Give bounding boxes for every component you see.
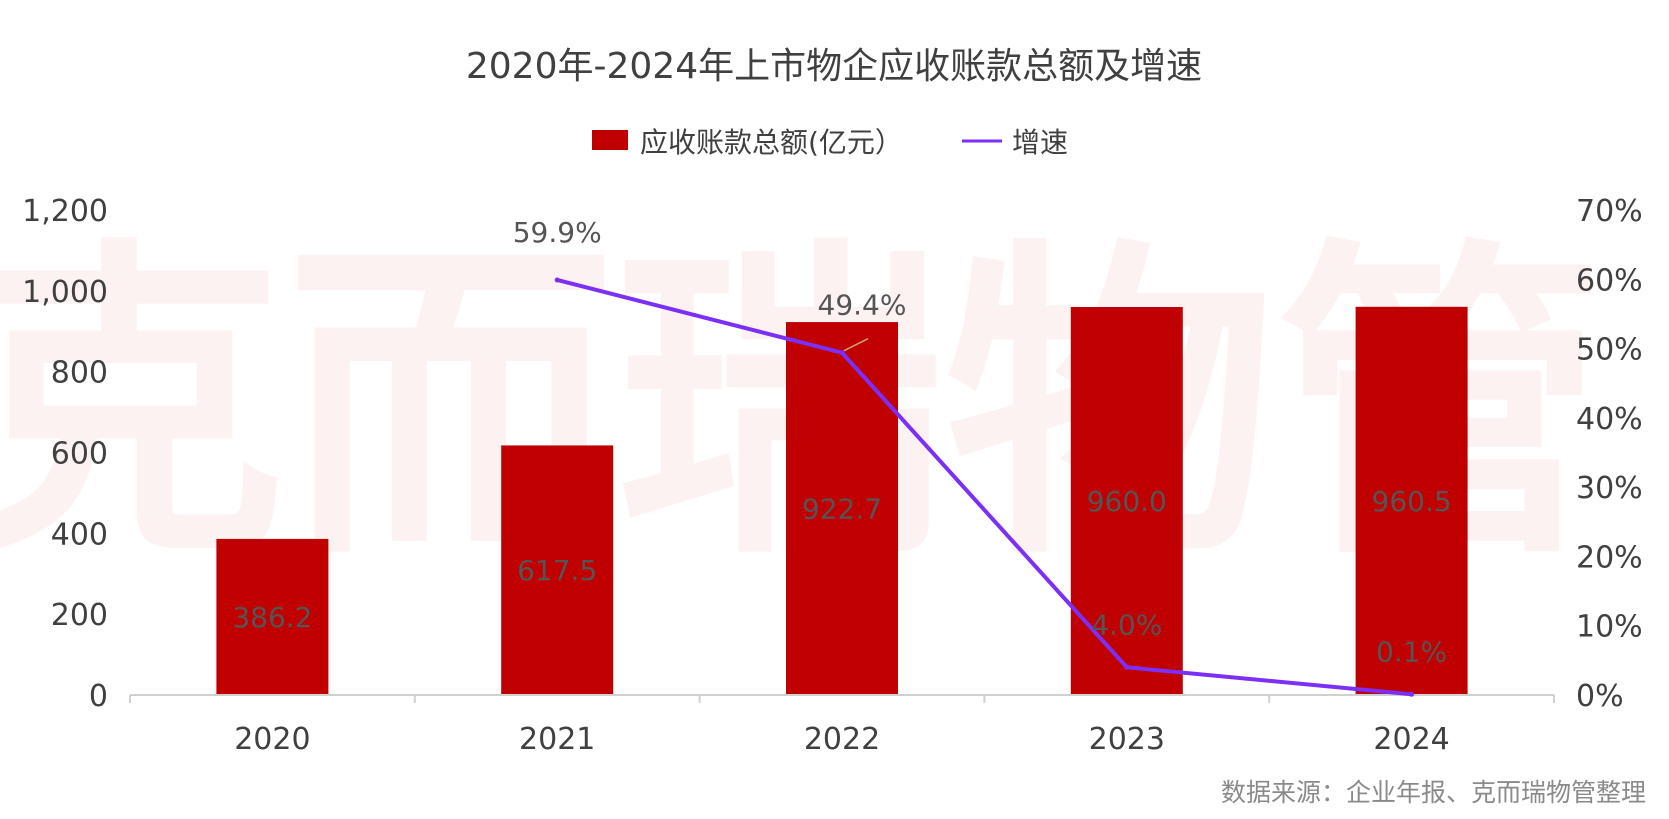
- y-axis-right: 0% 10% 20% 30% 40% 50% 60% 70%: [1576, 194, 1643, 714]
- bar: [786, 322, 898, 695]
- y-right-tick-label: 0%: [1576, 679, 1624, 714]
- growth-point: [839, 350, 845, 356]
- y-left-tick-label: 1,000: [22, 275, 108, 310]
- y-right-tick-label: 20%: [1576, 540, 1643, 575]
- bar-data-label: 617.5: [517, 554, 597, 587]
- growth-point: [554, 277, 560, 283]
- bar-data-label: 960.0: [1087, 485, 1167, 518]
- y-left-tick-label: 600: [51, 437, 108, 472]
- x-tick-label: 2023: [1089, 722, 1165, 757]
- legend-bar-swatch: [592, 130, 628, 150]
- growth-data-label: 4.0%: [1091, 608, 1162, 641]
- bar-data-label: 960.5: [1372, 485, 1452, 518]
- y-right-tick-label: 60%: [1576, 263, 1643, 298]
- growth-line: [556, 278, 1412, 697]
- growth-data-label: 0.1%: [1376, 635, 1447, 668]
- growth-point: [1124, 664, 1130, 670]
- y-right-tick-label: 10%: [1576, 610, 1643, 645]
- y-left-tick-label: 800: [51, 356, 108, 391]
- bar-data-label: 386.2: [232, 601, 312, 634]
- y-left-tick-label: 0: [89, 679, 108, 714]
- legend-line-label: 增速: [1012, 126, 1068, 159]
- growth-point: [1409, 691, 1415, 697]
- growth-data-labels: 59.9% 49.4% 4.0% 0.1%: [513, 216, 1447, 668]
- bar: [501, 445, 614, 695]
- label-leader-line: [843, 338, 869, 352]
- legend-bar-label: 应收账款总额(亿元）: [640, 126, 903, 159]
- bar: [1355, 306, 1468, 695]
- x-axis: 2020 2021 2022 2023 2024: [129, 694, 1555, 757]
- bar: [216, 538, 329, 695]
- growth-line-series: [554, 277, 1415, 697]
- x-tick-label: 2022: [804, 722, 880, 757]
- bar-series: [216, 306, 1468, 695]
- y-left-tick-label: 400: [51, 517, 108, 552]
- bar: [1070, 307, 1183, 695]
- y-right-tick-label: 30%: [1576, 471, 1643, 506]
- source-note: 数据来源：企业年报、克而瑞物管整理: [1221, 778, 1646, 807]
- y-left-tick-label: 200: [51, 598, 108, 633]
- x-tick-label: 2024: [1373, 722, 1449, 757]
- legend: 应收账款总额(亿元） 增速: [592, 126, 1068, 159]
- y-right-tick-label: 70%: [1576, 194, 1643, 229]
- y-right-tick-label: 40%: [1576, 402, 1643, 437]
- chart-title: 2020年-2024年上市物企应收账款总额及增速: [466, 46, 1202, 87]
- y-left-tick-label: 1,200: [22, 194, 108, 229]
- x-tick-label: 2020: [234, 722, 310, 757]
- bar-data-label: 922.7: [802, 493, 882, 526]
- bar-data-labels: 386.2 617.5 922.7 960.0 960.5: [232, 485, 1451, 634]
- y-right-tick-label: 50%: [1576, 333, 1643, 368]
- growth-data-label: 59.9%: [513, 216, 602, 249]
- growth-data-label: 49.4%: [818, 289, 907, 322]
- y-axis-left: 0 200 400 600 800 1,000 1,200: [22, 194, 108, 714]
- x-tick-label: 2021: [519, 722, 595, 757]
